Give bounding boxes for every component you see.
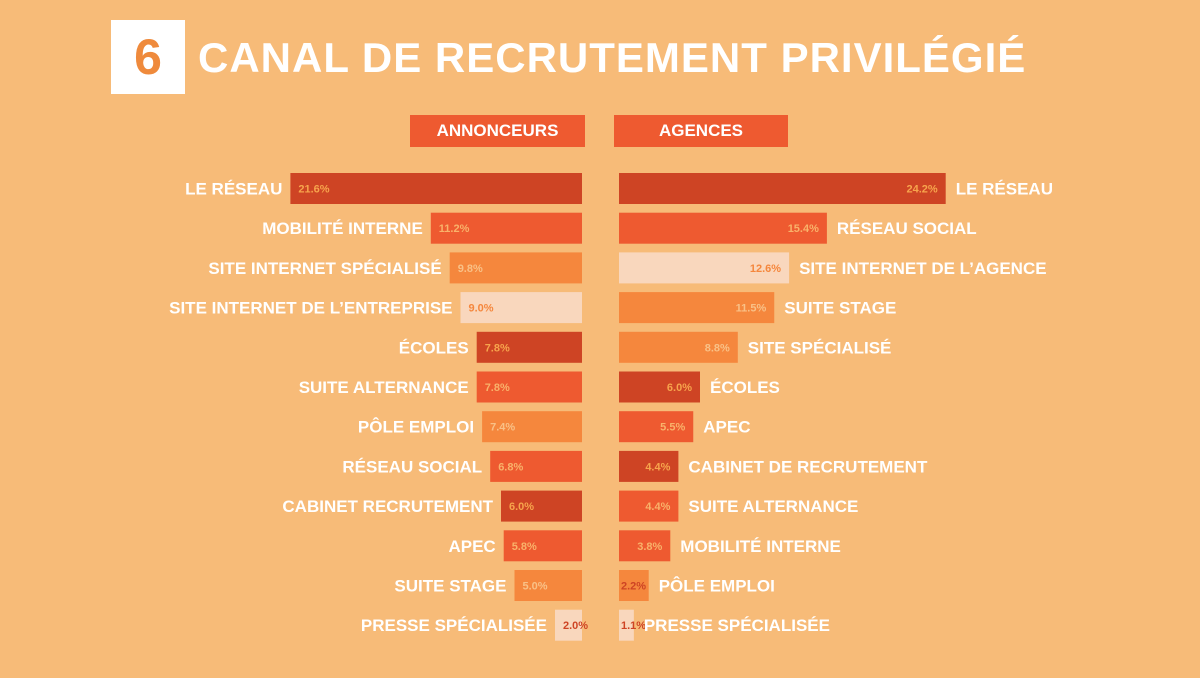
right-value-label: 11.5% — [736, 303, 767, 315]
right-bar — [619, 570, 649, 601]
right-bar — [619, 331, 738, 363]
right-category-label: LE RÉSEAU — [956, 180, 1053, 199]
left-category-label: APEC — [448, 537, 495, 556]
left-bar — [482, 411, 582, 443]
right-category-label: APEC — [703, 418, 750, 437]
right-value-label: 2.2% — [621, 581, 646, 593]
right-category-label: SITE INTERNET DE L’AGENCE — [799, 259, 1046, 278]
right-value-label: 1.1% — [621, 620, 646, 632]
left-value-label: 21.6% — [298, 184, 329, 196]
right-bar — [619, 490, 679, 522]
left-category-label: SUITE STAGE — [394, 577, 506, 596]
right-bar — [619, 411, 694, 443]
right-value-label: 4.4% — [645, 461, 670, 473]
left-value-label: 7.4% — [490, 422, 515, 434]
right-value-label: 6.0% — [667, 382, 692, 394]
right-category-label: SUITE ALTERNANCE — [688, 497, 858, 516]
right-category-label: ÉCOLES — [710, 378, 780, 397]
left-category-label: SUITE ALTERNANCE — [299, 378, 469, 397]
right-value-label: 3.8% — [637, 541, 662, 553]
left-bar — [430, 212, 582, 244]
left-bar — [449, 252, 582, 284]
annonceurs-header: ANNONCEURS — [410, 115, 585, 147]
left-value-label: 9.8% — [458, 263, 483, 275]
left-value-label: 5.0% — [523, 581, 548, 593]
right-value-label: 4.4% — [645, 501, 670, 513]
left-category-label: LE RÉSEAU — [185, 180, 282, 199]
left-bar — [490, 450, 582, 482]
left-category-label: ÉCOLES — [399, 338, 469, 357]
right-value-label: 5.5% — [660, 422, 685, 434]
left-value-label: 2.0% — [563, 620, 588, 632]
left-value-label: 11.2% — [439, 223, 470, 235]
right-bar — [619, 530, 671, 562]
left-bar — [501, 490, 582, 522]
left-value-label: 6.0% — [509, 501, 534, 513]
right-category-label: MOBILITÉ INTERNE — [680, 537, 841, 556]
agences-header: AGENCES — [614, 115, 788, 147]
right-bar — [619, 173, 946, 204]
left-bar — [503, 530, 582, 562]
right-bar — [619, 450, 679, 482]
left-value-label: 7.8% — [485, 342, 510, 354]
right-bar — [619, 292, 775, 324]
left-bar — [476, 331, 582, 363]
left-bar — [460, 292, 582, 324]
page-title: CANAL DE RECRUTEMENT PRIVILÉGIÉ — [198, 34, 1027, 81]
right-category-label: PÔLE EMPLOI — [659, 577, 775, 596]
left-category-label: SITE INTERNET SPÉCIALISÉ — [208, 259, 441, 278]
right-category-label: SUITE STAGE — [784, 299, 896, 318]
left-category-label: MOBILITÉ INTERNE — [262, 219, 423, 238]
left-bar — [514, 570, 582, 601]
right-category-label: CABINET DE RECRUTEMENT — [688, 457, 928, 476]
right-bar — [619, 252, 790, 284]
right-value-label: 15.4% — [788, 223, 819, 235]
right-value-label: 8.8% — [705, 342, 730, 354]
right-value-label: 24.2% — [906, 184, 937, 196]
left-category-label: CABINET RECRUTEMENT — [282, 497, 493, 516]
right-bar — [619, 212, 827, 244]
section-number: 6 — [111, 20, 185, 94]
right-category-label: SITE SPÉCIALISÉ — [748, 338, 892, 357]
left-value-label: 9.0% — [469, 303, 494, 315]
right-bar — [619, 609, 634, 641]
right-category-label: RÉSEAU SOCIAL — [837, 219, 977, 238]
left-category-label: RÉSEAU SOCIAL — [342, 457, 482, 476]
left-category-label: PÔLE EMPLOI — [358, 418, 474, 437]
left-bar — [290, 173, 582, 204]
right-value-label: 12.6% — [750, 263, 781, 275]
left-value-label: 5.8% — [512, 541, 537, 553]
right-category-label: PRESSE SPÉCIALISÉE — [644, 616, 830, 635]
right-bar — [619, 371, 700, 403]
left-bar — [555, 609, 582, 641]
left-bar — [476, 371, 582, 403]
left-category-label: SITE INTERNET DE L’ENTREPRISE — [169, 299, 452, 318]
left-category-label: PRESSE SPÉCIALISÉE — [361, 616, 547, 635]
left-value-label: 7.8% — [485, 382, 510, 394]
left-value-label: 6.8% — [498, 461, 523, 473]
